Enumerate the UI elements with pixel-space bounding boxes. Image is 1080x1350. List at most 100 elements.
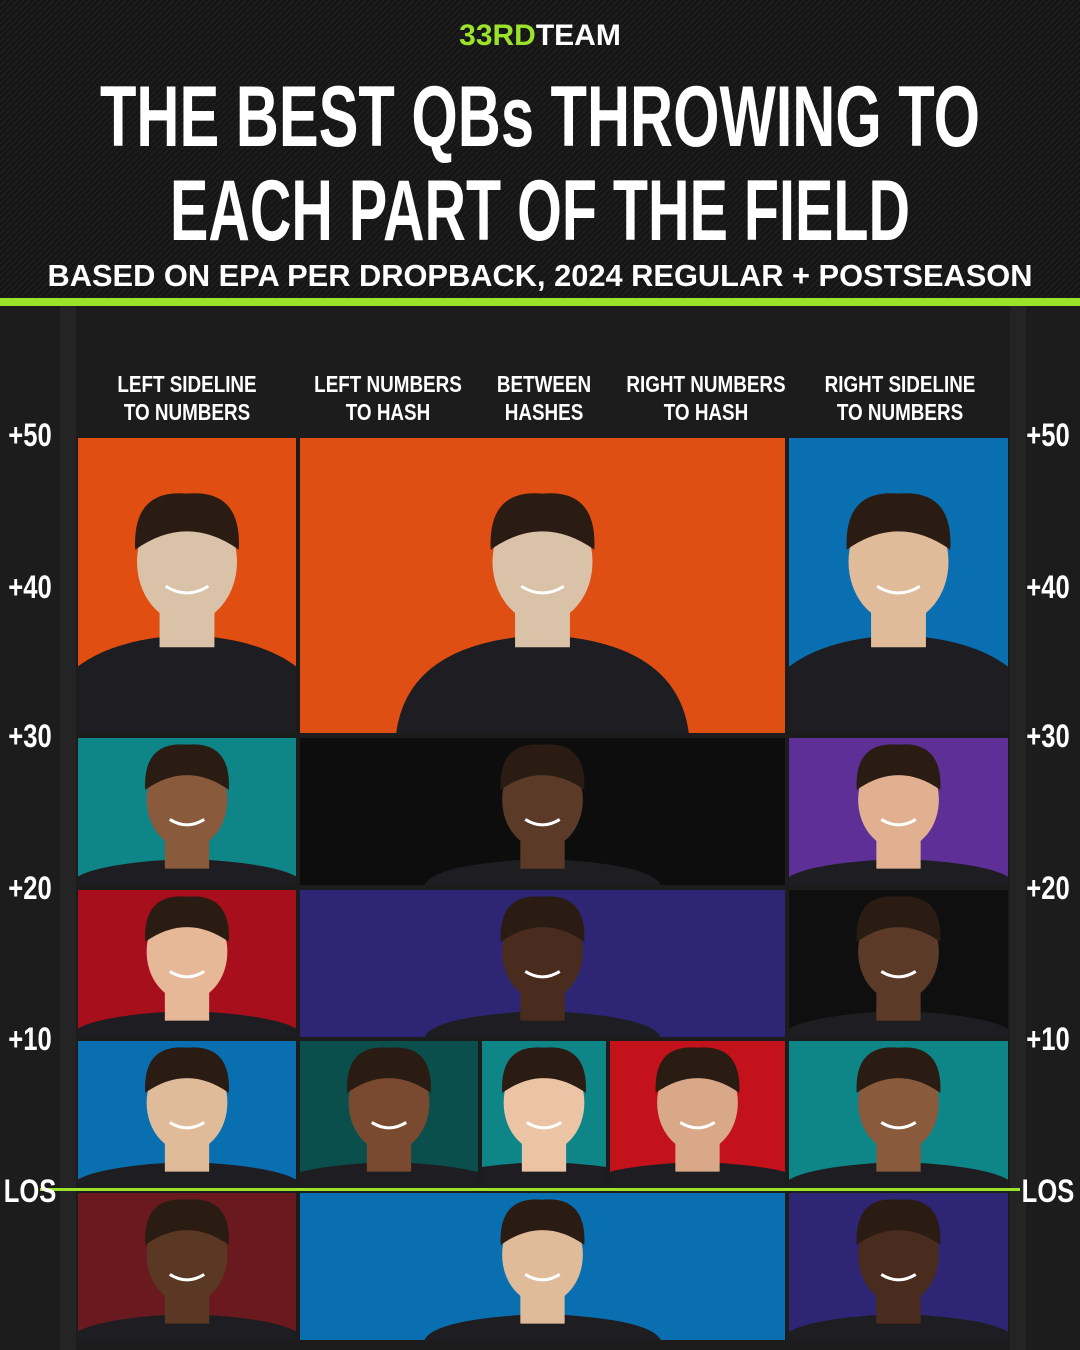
player-smile [168, 970, 206, 979]
header-rule [0, 298, 1080, 306]
player-smile [880, 970, 917, 979]
cell [482, 1041, 606, 1188]
grid [78, 438, 1008, 1340]
yard-label: +50 [8, 418, 51, 453]
player-hair [856, 1047, 941, 1093]
player-hair [500, 744, 585, 790]
yard-label: +40 [8, 570, 51, 605]
player-smile [168, 1273, 206, 1282]
subtitle: BASED ON EPA PER DROPBACK, 2024 REGULAR … [48, 258, 1033, 293]
player-shoulders [78, 1313, 296, 1340]
player-hair [856, 1199, 941, 1245]
player-shoulders [424, 1313, 661, 1340]
player-shoulders [78, 858, 296, 885]
cell [300, 438, 785, 733]
player-smile [880, 1121, 917, 1130]
player-smile [880, 1273, 917, 1282]
player-hair [856, 744, 941, 790]
player-hair [500, 1199, 585, 1245]
cell [78, 438, 296, 733]
player-hair [135, 493, 239, 550]
yard-label: +50 [1026, 418, 1069, 453]
column-header: TO NUMBERS [837, 400, 963, 425]
cell [789, 1193, 1008, 1340]
player-shoulders [789, 858, 1008, 885]
column-header: LEFT SIDELINE [117, 372, 256, 397]
player-hair [502, 1047, 586, 1093]
sideline [60, 306, 76, 1350]
player-hair [500, 896, 585, 942]
cell [789, 438, 1008, 733]
cell [789, 738, 1008, 885]
player-smile [520, 584, 565, 595]
column-header: HASHES [505, 400, 584, 425]
cell [78, 1041, 296, 1188]
player-smile [876, 584, 921, 595]
player-shoulders [789, 1161, 1008, 1188]
player-smile [168, 1121, 206, 1130]
brand-accent: 33RD [459, 19, 536, 52]
title: THE BEST QBs THROWING TO [100, 69, 980, 165]
player-smile [524, 1273, 561, 1282]
yard-label: +10 [8, 1022, 51, 1057]
player-smile [880, 818, 917, 827]
player-shoulders [424, 1010, 661, 1037]
player-shoulders [610, 1161, 785, 1188]
brand-name: TEAM [536, 19, 621, 52]
player-smile [524, 970, 561, 979]
player-shoulders [789, 635, 1008, 733]
yard-label: +40 [1026, 570, 1069, 605]
column-header: TO NUMBERS [124, 400, 250, 425]
yard-label: +10 [1026, 1022, 1069, 1057]
player-shoulders [78, 1161, 296, 1188]
player-hair [145, 744, 229, 790]
title: EACH PART OF THE FIELD [170, 163, 910, 259]
player-shoulders [78, 1010, 296, 1037]
player-shoulders [396, 635, 689, 733]
los-line [40, 1188, 1020, 1191]
cell [300, 1193, 785, 1340]
player-hair [856, 896, 941, 942]
player-hair [145, 1199, 229, 1245]
player-shoulders [300, 1161, 478, 1188]
cell [300, 1041, 478, 1188]
cell [610, 1041, 785, 1188]
sideline [1010, 306, 1026, 1350]
brand: 33RDTEAM [459, 19, 621, 52]
cell [78, 738, 296, 885]
column-header: RIGHT SIDELINE [825, 372, 976, 397]
player-hair [846, 493, 951, 550]
cell [789, 1041, 1008, 1188]
player-smile [168, 818, 206, 827]
column-header: LEFT NUMBERS [314, 372, 462, 397]
player-shoulders [78, 635, 296, 733]
cell [78, 890, 296, 1037]
yard-label: +20 [1026, 871, 1069, 906]
player-hair [145, 896, 229, 942]
player-smile [524, 818, 561, 827]
player-shoulders [789, 1313, 1008, 1340]
column-header: BETWEEN [497, 372, 591, 397]
cell [300, 738, 785, 885]
player-hair [145, 1047, 229, 1093]
player-shoulders [789, 1010, 1008, 1037]
player-smile [525, 1121, 563, 1130]
cell [789, 890, 1008, 1037]
yard-label: +30 [1026, 719, 1069, 754]
yard-label: LOS [4, 1174, 57, 1209]
column-header: TO HASH [346, 400, 430, 425]
player-smile [679, 1121, 716, 1130]
cell [78, 1193, 296, 1340]
player-smile [164, 584, 210, 595]
player-hair [655, 1047, 740, 1093]
yard-label: +20 [8, 871, 51, 906]
cell [300, 890, 785, 1037]
yard-label: +30 [8, 719, 51, 754]
column-header: TO HASH [664, 400, 748, 425]
player-shoulders [424, 858, 661, 885]
column-header: RIGHT NUMBERS [626, 372, 785, 397]
player-hair [347, 1047, 431, 1093]
player-shoulders [482, 1161, 606, 1188]
labels: LEFT SIDELINE TO NUMBERS LEFT NUMBERS TO HA… [4, 372, 1075, 1209]
